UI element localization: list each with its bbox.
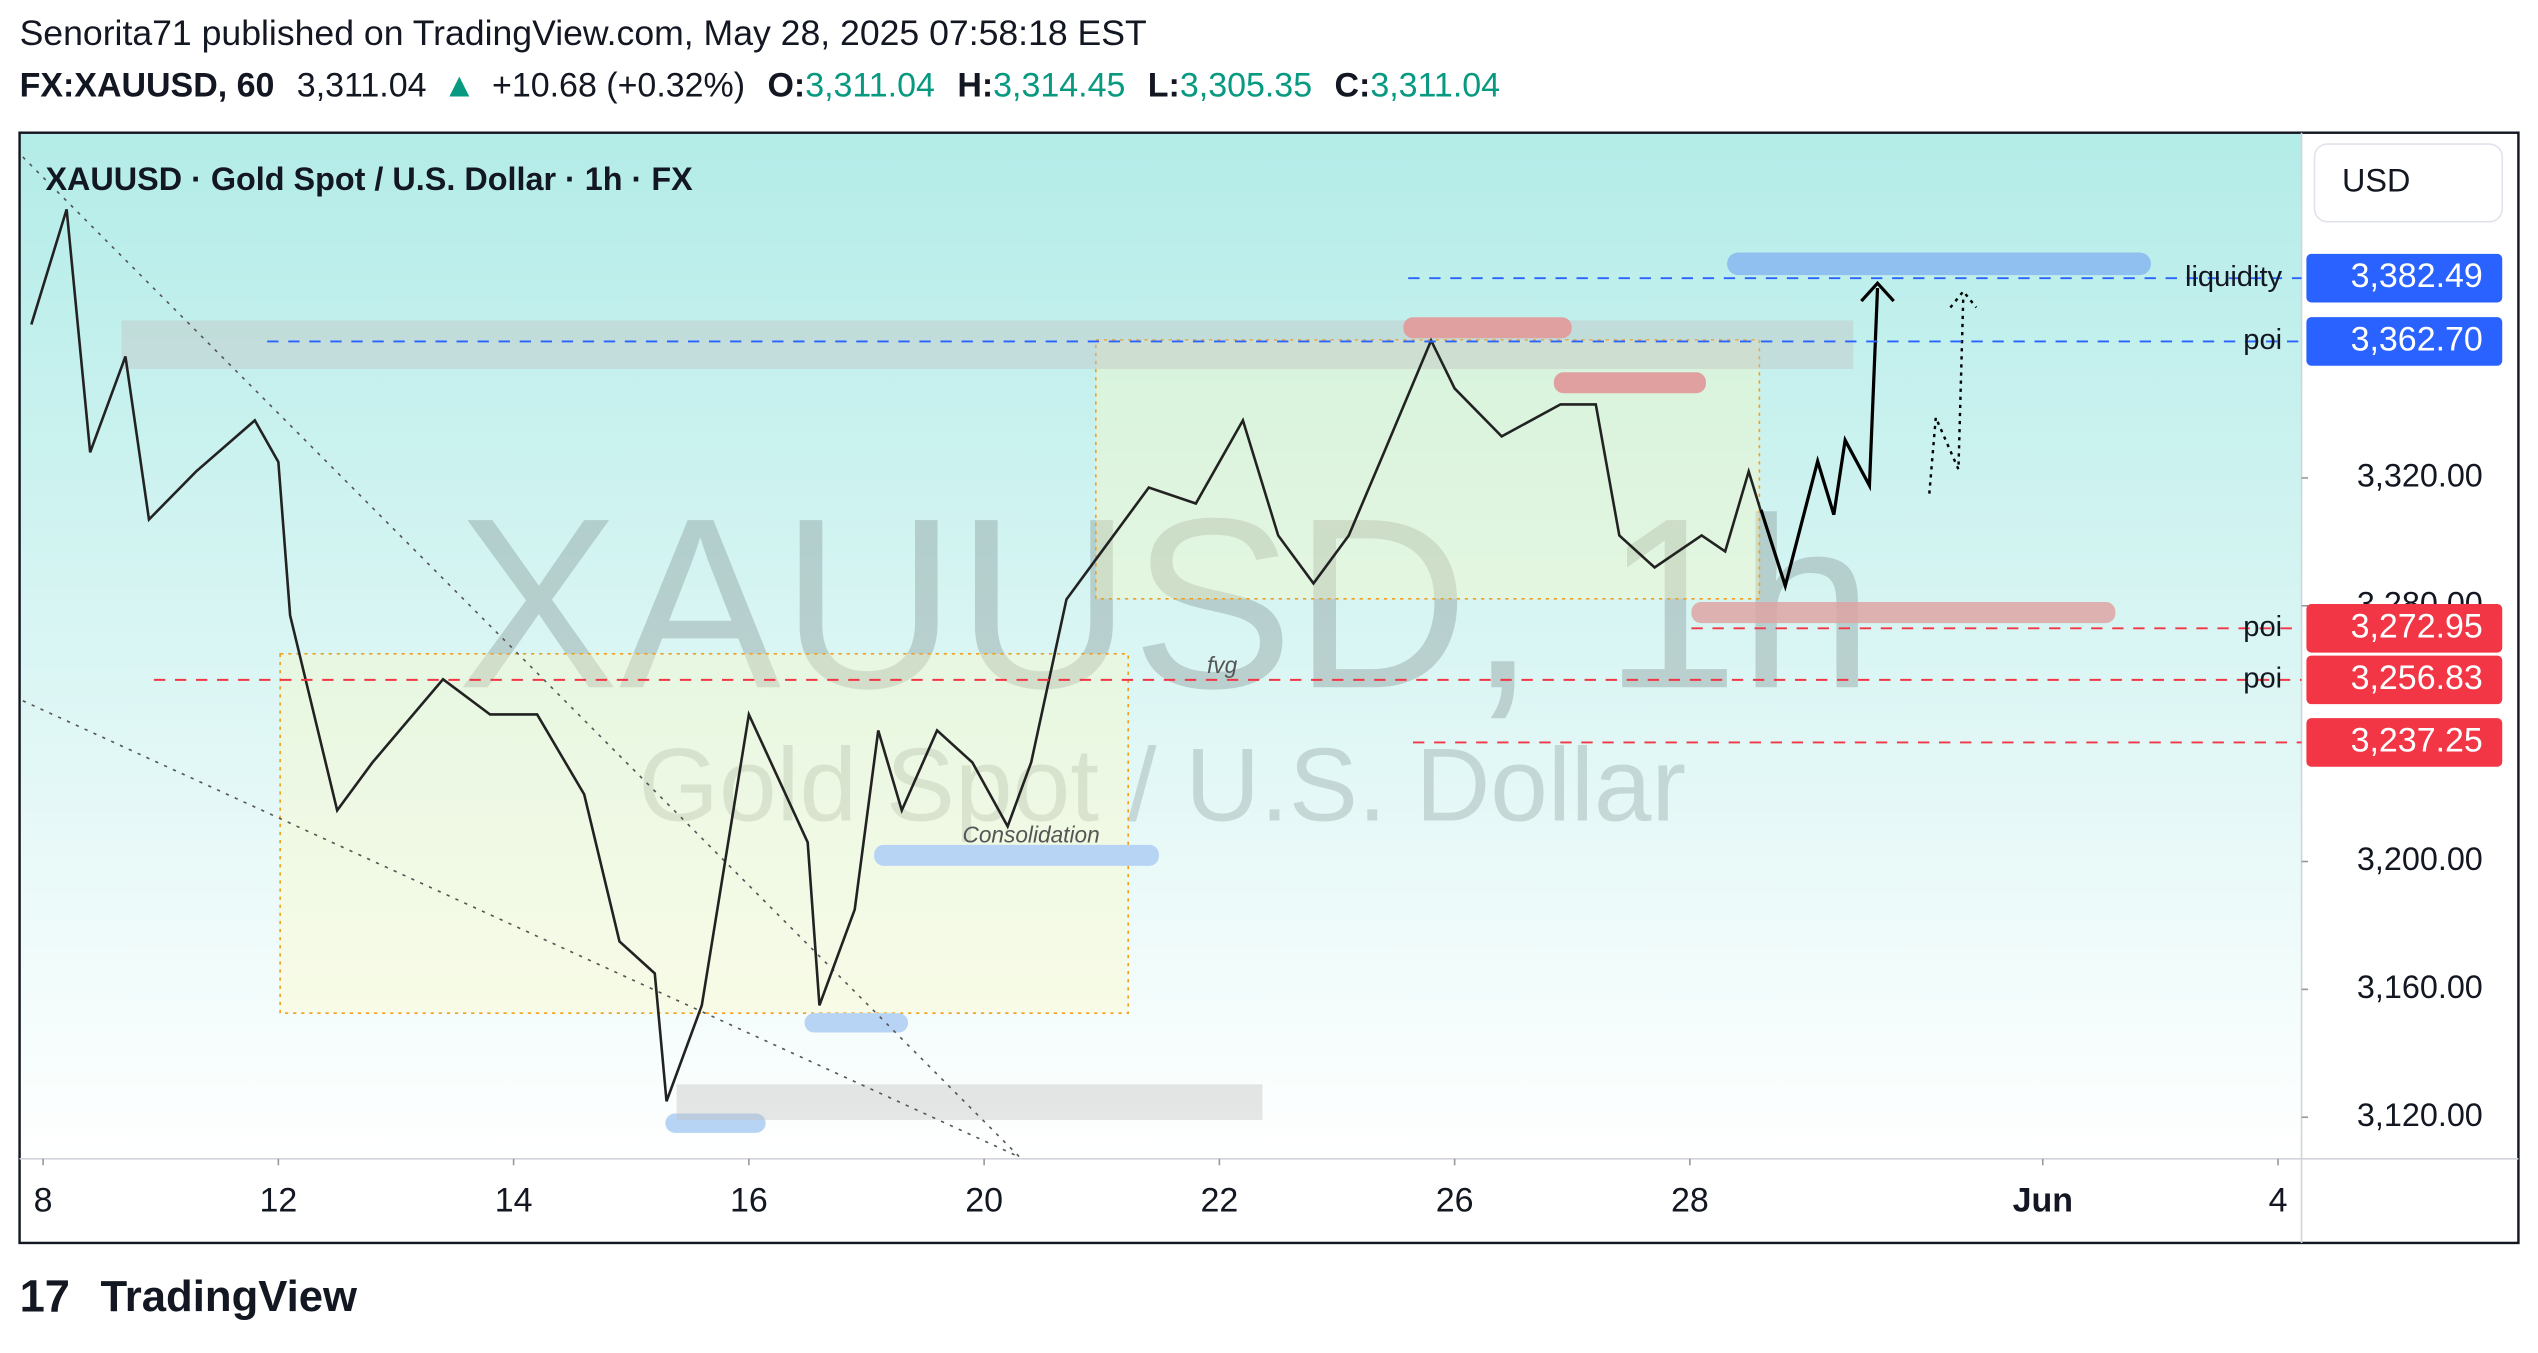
price-label-box	[2306, 604, 2503, 653]
level-name: liquidity	[2185, 261, 2283, 293]
chart-title: XAUUSD · Gold Spot / U.S. Dollar · 1h · …	[45, 161, 693, 197]
brand: TradingView	[101, 1272, 359, 1321]
projection-arrow	[1860, 280, 1895, 303]
y-tick-label: 3,160.00	[2357, 969, 2483, 1005]
x-tick-label: 22	[1200, 1181, 1238, 1219]
x-tick-label: 16	[730, 1181, 768, 1219]
annotation: fvg	[1207, 652, 1238, 678]
currency-button[interactable]	[2313, 143, 2504, 223]
l-label: L:	[1148, 66, 1180, 104]
price-label-box	[2306, 718, 2503, 767]
level-name: poi	[2243, 663, 2282, 695]
price-label: 3,272.95	[2351, 607, 2483, 645]
h-label: H:	[957, 66, 993, 104]
x-tick-label: 4	[2269, 1181, 2288, 1219]
symbol: FX:XAUUSD, 60	[20, 66, 275, 104]
watermark-sub: Gold Spot / U.S. Dollar	[638, 726, 1686, 842]
x-tick-label: 12	[259, 1181, 297, 1219]
zone-mark	[1553, 372, 1706, 394]
h: 3,314.45	[993, 66, 1125, 104]
band	[121, 320, 1854, 369]
x-tick-label: 8	[34, 1181, 53, 1219]
trendline	[22, 700, 1021, 1158]
price-label: 3,256.83	[2351, 659, 2483, 697]
x-tick-label: 20	[965, 1181, 1003, 1219]
watermark: XAUUSD, 1h	[457, 468, 1874, 739]
projection-arrow	[1949, 289, 1978, 309]
plot-background	[19, 132, 2302, 1159]
zone-mark	[1403, 317, 1572, 339]
zone-mark	[1691, 602, 2116, 624]
price-label: 3,362.70	[2351, 320, 2483, 358]
c-label: C:	[1334, 66, 1370, 104]
last: 3,311.04	[297, 66, 427, 104]
x-tick-label: 28	[1671, 1181, 1709, 1219]
price-label-box	[2306, 317, 2503, 366]
price-label: 3,382.49	[2351, 257, 2483, 295]
projection	[1759, 288, 1880, 592]
chart-frame	[18, 131, 2520, 1245]
l: 3,305.35	[1180, 66, 1312, 104]
y-tick-label: 3,320.00	[2357, 457, 2483, 493]
zone-mark	[804, 1013, 909, 1033]
footer-logo: 17 TradingView	[20, 1271, 358, 1322]
currency[interactable]: USD	[2342, 162, 2410, 198]
level-name: poi	[2243, 324, 2282, 356]
change: +10.68 (+0.32%)	[492, 66, 745, 104]
x-tick-label: 26	[1436, 1181, 1474, 1219]
annotation: Consolidation	[962, 822, 1099, 848]
x-tick-label: 14	[495, 1181, 533, 1219]
byline: Senorita71 published on TradingView.com,…	[20, 13, 1147, 53]
level-name: poi	[2243, 611, 2282, 643]
price-label: 3,237.25	[2351, 721, 2483, 759]
arrow: ▲	[442, 66, 476, 104]
o-label: O:	[767, 66, 805, 104]
liquidity-zone	[1727, 252, 2152, 276]
y-tick-label: 3,120.00	[2357, 1097, 2483, 1133]
x-tick-label: Jun	[2013, 1181, 2073, 1219]
projection	[1928, 296, 1965, 494]
price-label-box	[2306, 253, 2503, 303]
zone-mark	[874, 844, 1159, 866]
band	[676, 1084, 1263, 1120]
c: 3,311.04	[1370, 66, 1500, 104]
zone	[279, 653, 1130, 1014]
symbol-line: FX:XAUUSD, 60 3,311.04 ▲ +10.68 (+0.32%)…	[20, 66, 1500, 104]
y-tick-label: 3,200.00	[2357, 841, 2483, 877]
zone-mark	[665, 1113, 766, 1133]
logo-mark: 17	[20, 1271, 70, 1322]
price-label-box	[2306, 655, 2503, 705]
o: 3,311.04	[805, 66, 935, 104]
trendline	[22, 156, 1021, 1158]
price-line	[30, 209, 1762, 1102]
